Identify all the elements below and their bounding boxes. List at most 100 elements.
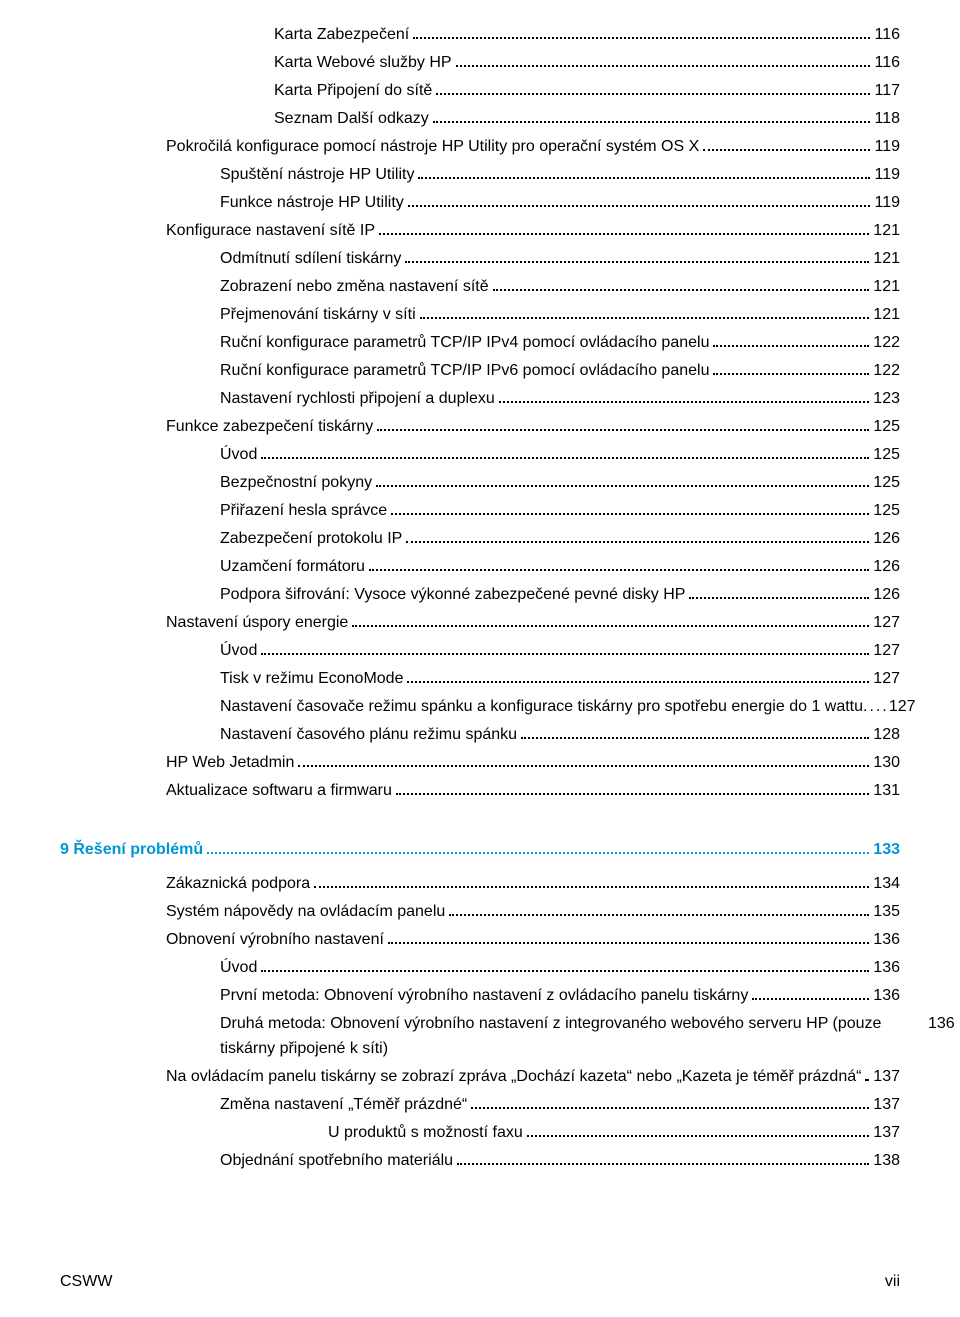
page-footer: CSWW vii [60,1273,900,1291]
toc-label: Objednání spotřebního materiálu [220,1149,453,1174]
toc-leader-dots [405,252,869,263]
toc-label: Funkce zabezpečení tiskárny [166,415,373,440]
toc-entry[interactable]: Druhá metoda: Obnovení výrobního nastave… [60,1012,900,1062]
toc-entry[interactable]: Ruční konfigurace parametrů TCP/IP IPv4 … [60,331,900,356]
toc-page-number: 119 [874,163,900,188]
toc-entry[interactable]: Systém nápovědy na ovládacím panelu135 [60,900,900,925]
toc-leader-dots [396,784,869,795]
toc-page-number: 121 [873,219,900,244]
toc-entry[interactable]: Na ovládacím panelu tiskárny se zobrazí … [60,1065,900,1090]
toc-label: První metoda: Obnovení výrobního nastave… [220,984,748,1009]
toc-leader-dots [433,112,871,123]
toc-entry[interactable]: Pokročilá konfigurace pomocí nástroje HP… [60,135,900,160]
toc-entry[interactable]: Úvod125 [60,443,900,468]
toc-page-number: 128 [873,723,900,748]
toc-page-number: 126 [873,555,900,580]
toc-entry[interactable]: Nastavení rychlosti připojení a duplexu1… [60,387,900,412]
toc-entry[interactable]: Karta Zabezpečení116 [60,23,900,48]
toc-label: Odmítnutí sdílení tiskárny [220,247,401,272]
toc-label: Přiřazení hesla správce [220,499,387,524]
toc-entry[interactable]: Nastavení úspory energie127 [60,611,900,636]
toc-page-number: 127 [889,695,916,720]
toc-label: Seznam Další odkazy [274,107,429,132]
toc-container: Karta Zabezpečení116 Karta Webové služby … [60,23,900,1174]
toc-label: Přejmenování tiskárny v síti [220,303,416,328]
toc-entry[interactable]: Zabezpečení protokolu IP126 [60,527,900,552]
toc-page-number: 121 [873,303,900,328]
toc-label: Funkce nástroje HP Utility [220,191,404,216]
toc-leader-dots [379,224,869,235]
toc-leader-dots [713,336,869,347]
toc-entry[interactable]: Uzamčení formátoru126 [60,555,900,580]
toc-leader-dots [456,56,871,67]
toc-entry[interactable]: Bezpečnostní pokyny125 [60,471,900,496]
toc-entry[interactable]: Úvod127 [60,639,900,664]
toc-entry[interactable]: Karta Webové služby HP116 [60,51,900,76]
toc-entry[interactable]: Konfigurace nastavení sítě IP 121 [60,219,900,244]
toc-leader-dots [752,990,869,1001]
toc-label: Tisk v režimu EconoMode [220,667,403,692]
toc-leader-dots [703,140,870,151]
toc-leader-dots [436,84,870,95]
toc-leader-dots [391,504,869,515]
toc-entry[interactable]: Spuštění nástroje HP Utility 119 [60,163,900,188]
toc-entry[interactable]: Aktualizace softwaru a firmwaru131 [60,779,900,804]
toc-section-heading[interactable]: 9 Řešení problémů133 [60,838,900,863]
toc-label: Změna nastavení „Téměř prázdné“ [220,1093,467,1118]
toc-page-number: 125 [873,415,900,440]
toc-entry[interactable]: Ruční konfigurace parametrů TCP/IP IPv6 … [60,359,900,384]
toc-entry[interactable]: Karta Připojení do sítě117 [60,79,900,104]
toc-entry[interactable]: Úvod136 [60,956,900,981]
toc-label: Spuštění nástroje HP Utility [220,163,414,188]
toc-leader-dots [471,1098,869,1109]
toc-entry[interactable]: Zákaznická podpora134 [60,872,900,897]
toc-entry[interactable]: První metoda: Obnovení výrobního nastave… [60,984,900,1009]
toc-leader-dots [418,168,870,179]
toc-page-number: 137 [873,1065,900,1090]
toc-page-number: 127 [873,667,900,692]
toc-leader-dots [713,364,869,375]
toc-entry[interactable]: Seznam Další odkazy 118 [60,107,900,132]
toc-leader-dots [457,1154,869,1165]
toc-entry[interactable]: Odmítnutí sdílení tiskárny121 [60,247,900,272]
footer-right: vii [885,1273,900,1291]
toc-leader-dots [499,392,869,403]
toc-entry[interactable]: Zobrazení nebo změna nastavení sítě121 [60,275,900,300]
toc-entry[interactable]: Přejmenování tiskárny v síti 121 [60,303,900,328]
toc-label: Úvod [220,443,257,468]
toc-label: Nastavení rychlosti připojení a duplexu [220,387,495,412]
toc-label: Ruční konfigurace parametrů TCP/IP IPv4 … [220,331,709,356]
toc-leader-dots [261,644,869,655]
toc-leader-dots [406,532,869,543]
toc-leader-dots [413,28,870,39]
toc-leader-dots [865,1070,869,1081]
toc-label: Konfigurace nastavení sítě IP [166,219,375,244]
toc-label: Úvod [220,639,257,664]
toc-entry[interactable]: Podpora šifrování: Vysoce výkonné zabezp… [60,583,900,608]
toc-leader-dots [376,476,869,487]
toc-page-number: 126 [873,527,900,552]
toc-page-number: 116 [874,23,900,48]
toc-entry[interactable]: Změna nastavení „Téměř prázdné“137 [60,1093,900,1118]
toc-entry[interactable]: Nastavení časovače režimu spánku a konfi… [60,695,900,720]
toc-entry[interactable]: Nastavení časového plánu režimu spánku 12… [60,723,900,748]
toc-entry[interactable]: Obnovení výrobního nastavení136 [60,928,900,953]
toc-label: Podpora šifrování: Vysoce výkonné zabezp… [220,583,685,608]
toc-entry[interactable]: Objednání spotřebního materiálu138 [60,1149,900,1174]
toc-label: Nastavení úspory energie [166,611,348,636]
toc-leader-dots [521,728,869,739]
toc-label: Nastavení časového plánu režimu spánku [220,723,517,748]
toc-leader-dots [407,672,869,683]
toc-entry[interactable]: Přiřazení hesla správce125 [60,499,900,524]
toc-page-number: 118 [874,107,900,132]
toc-entry[interactable]: Funkce zabezpečení tiskárny 125 [60,415,900,440]
toc-page-number: 119 [874,135,900,160]
toc-entry[interactable]: U produktů s možností faxu137 [60,1121,900,1146]
toc-entry[interactable]: HP Web Jetadmin130 [60,751,900,776]
toc-entry[interactable]: Tisk v režimu EconoMode 127 [60,667,900,692]
toc-page-number: 133 [873,838,900,863]
toc-entry[interactable]: Funkce nástroje HP Utility119 [60,191,900,216]
toc-page-number: 136 [873,956,900,981]
toc-label: U produktů s možností faxu [328,1121,523,1146]
toc-label: Bezpečnostní pokyny [220,471,372,496]
